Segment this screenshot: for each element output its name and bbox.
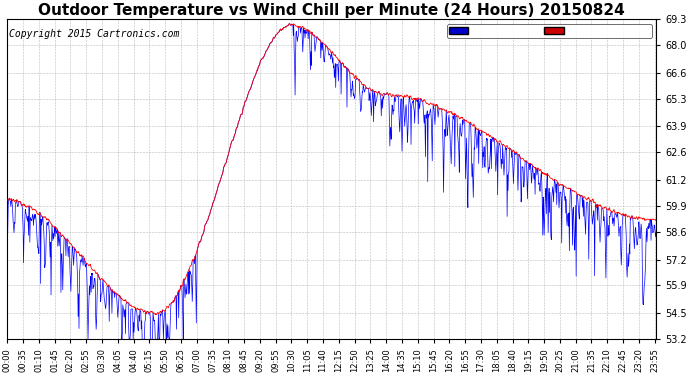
Title: Outdoor Temperature vs Wind Chill per Minute (24 Hours) 20150824: Outdoor Temperature vs Wind Chill per Mi… (39, 3, 625, 18)
Legend: Wind Chill (°F), Temperature (°F): Wind Chill (°F), Temperature (°F) (447, 24, 651, 38)
Text: Copyright 2015 Cartronics.com: Copyright 2015 Cartronics.com (8, 28, 179, 39)
